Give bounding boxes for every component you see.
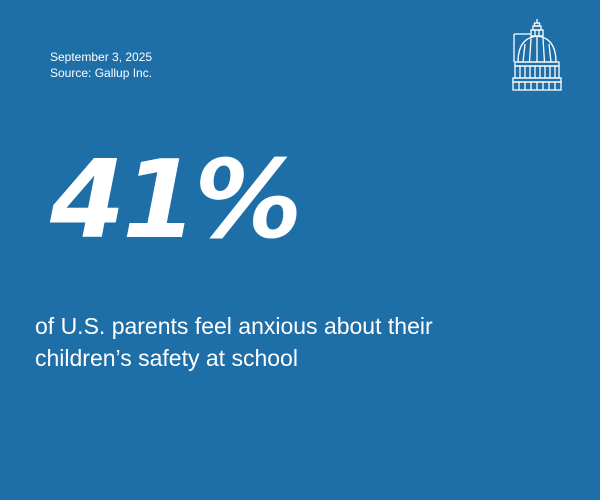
stat-value: 41% — [50, 138, 303, 263]
publish-date: September 3, 2025 — [50, 50, 153, 64]
caption-line-1: of U.S. parents feel anxious about their — [35, 313, 433, 339]
source-line: Source: Gallup Inc. — [50, 66, 153, 80]
capitol-dome-icon — [512, 19, 562, 91]
meta-info: September 3, 2025 Source: Gallup Inc. — [50, 49, 152, 81]
stat-caption: of U.S. parents feel anxious about their… — [35, 310, 555, 374]
caption-line-2: children’s safety at school — [35, 345, 298, 371]
